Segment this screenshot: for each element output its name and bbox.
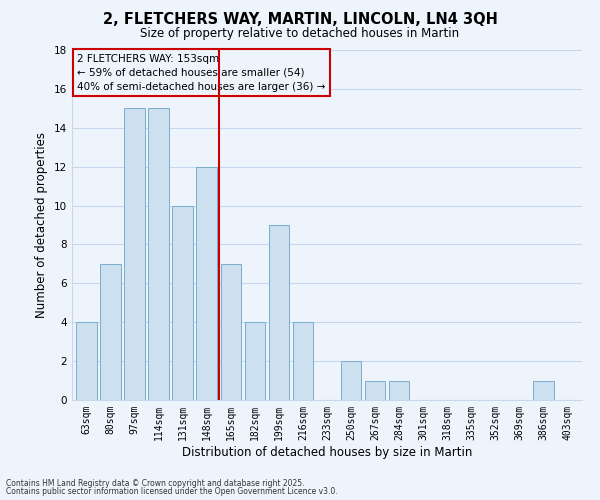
Bar — [221, 264, 241, 400]
Bar — [293, 322, 313, 400]
Text: Size of property relative to detached houses in Martin: Size of property relative to detached ho… — [140, 28, 460, 40]
Bar — [389, 380, 409, 400]
Y-axis label: Number of detached properties: Number of detached properties — [35, 132, 49, 318]
Text: 2 FLETCHERS WAY: 153sqm
← 59% of detached houses are smaller (54)
40% of semi-de: 2 FLETCHERS WAY: 153sqm ← 59% of detache… — [77, 54, 325, 92]
Bar — [245, 322, 265, 400]
Text: Contains public sector information licensed under the Open Government Licence v3: Contains public sector information licen… — [6, 487, 338, 496]
Text: Contains HM Land Registry data © Crown copyright and database right 2025.: Contains HM Land Registry data © Crown c… — [6, 478, 305, 488]
Bar — [196, 166, 217, 400]
X-axis label: Distribution of detached houses by size in Martin: Distribution of detached houses by size … — [182, 446, 472, 458]
Bar — [148, 108, 169, 400]
Bar — [269, 225, 289, 400]
Bar — [172, 206, 193, 400]
Bar — [124, 108, 145, 400]
Bar — [100, 264, 121, 400]
Bar — [533, 380, 554, 400]
Bar — [341, 361, 361, 400]
Bar — [365, 380, 385, 400]
Bar — [76, 322, 97, 400]
Text: 2, FLETCHERS WAY, MARTIN, LINCOLN, LN4 3QH: 2, FLETCHERS WAY, MARTIN, LINCOLN, LN4 3… — [103, 12, 497, 28]
